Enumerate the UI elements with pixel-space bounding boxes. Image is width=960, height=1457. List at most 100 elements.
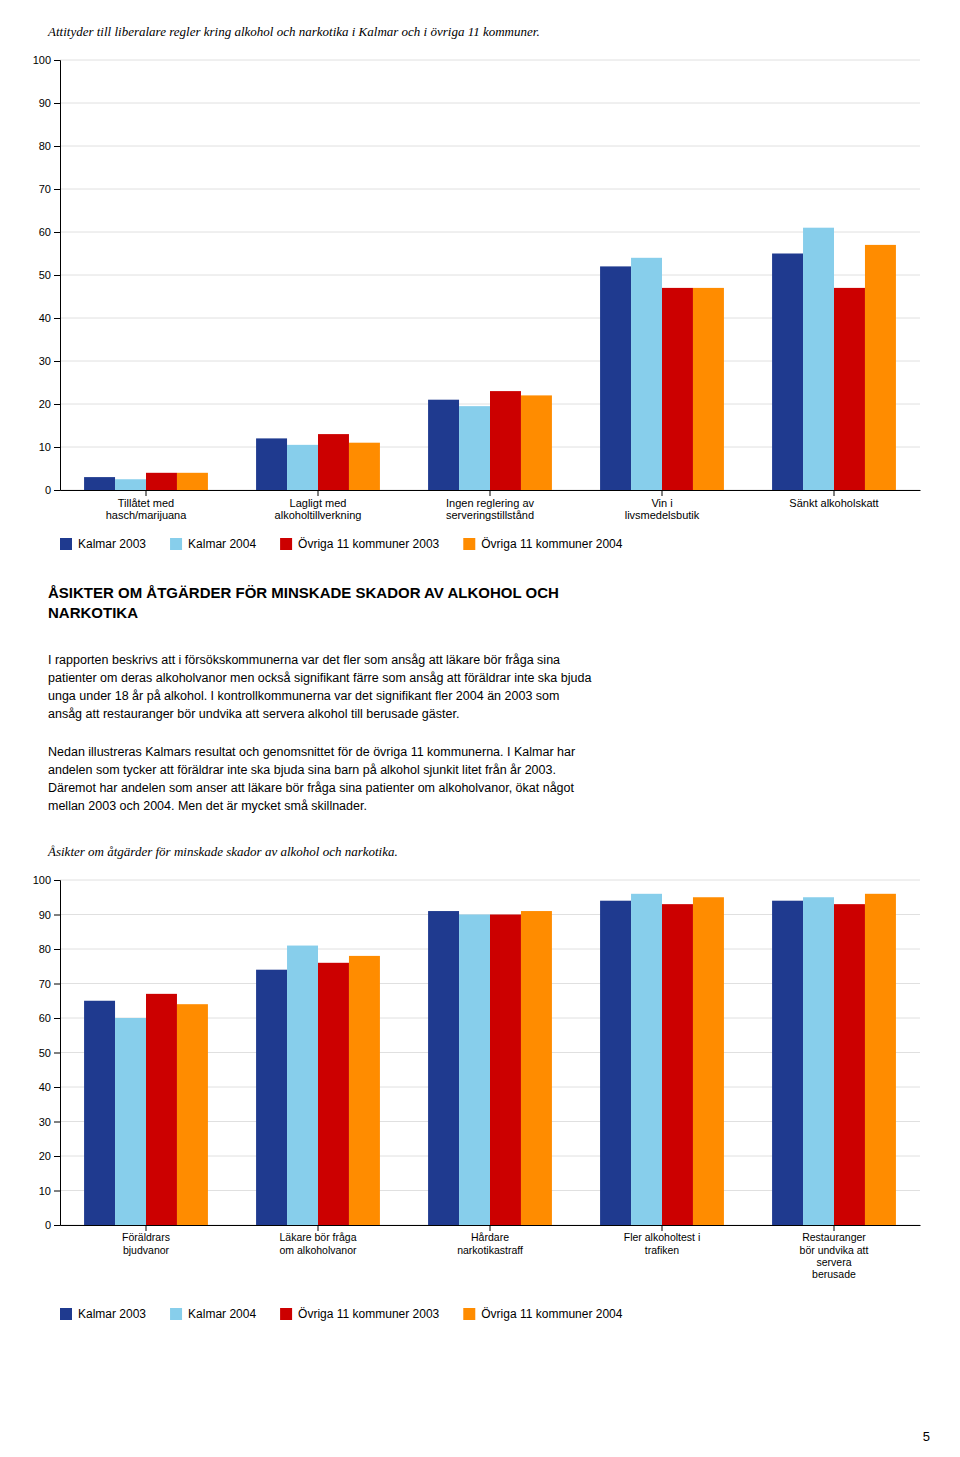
tick-mark: [490, 490, 491, 496]
legend-item: Kalmar 2004: [170, 1307, 256, 1321]
tick: 80: [39, 943, 60, 955]
bar: [318, 434, 349, 490]
bar: [146, 473, 177, 490]
text-line: Föräldrars: [122, 1231, 170, 1243]
tick-mark: [54, 490, 60, 491]
tick-mark: [146, 490, 147, 496]
bar: [600, 901, 631, 1225]
tick: 30: [39, 1116, 60, 1128]
text-line: bör undvika att: [800, 1244, 869, 1256]
tick-label: 70: [39, 978, 51, 990]
tick-label: 10: [39, 1185, 51, 1197]
legend-label: Övriga 11 kommuner 2003: [298, 537, 440, 551]
legend-item: Kalmar 2003: [60, 1307, 146, 1321]
tick-mark: [54, 318, 60, 319]
tick-label: 20: [39, 398, 51, 410]
tick-mark: [146, 1225, 147, 1231]
text-line: Restauranger: [802, 1231, 866, 1243]
tick: 100: [33, 874, 60, 886]
tick-mark: [54, 103, 60, 104]
tick: 80: [39, 140, 60, 152]
tick: Ingen reglering avserveringstillstånd: [446, 490, 535, 521]
tick: 60: [39, 226, 60, 238]
tick-mark: [54, 984, 60, 985]
tick: Vin ilivsmedelsbutik: [625, 490, 700, 521]
subheading: Nedan illustreras Kalmars resultat och g…: [48, 745, 575, 813]
legend-label: Övriga 11 kommuner 2004: [481, 1307, 623, 1321]
tick: Tillåtet medhasch/marijuana: [106, 490, 188, 521]
bar: [600, 266, 631, 490]
tick: 0: [45, 1219, 60, 1231]
tick-label: 60: [39, 1012, 51, 1024]
grid-line: [60, 232, 920, 233]
tick-mark: [54, 880, 60, 881]
tick: 20: [39, 398, 60, 410]
bar: [631, 258, 662, 490]
text-line: livsmedelsbutik: [625, 509, 700, 521]
tick-mark: [662, 1225, 663, 1231]
legend-swatch: [280, 1308, 292, 1320]
x-axis: Föräldrarsbjudvanor Läkare bör frågaom al…: [61, 1225, 921, 1280]
tick-label: 40: [39, 1081, 51, 1093]
bar: [662, 288, 693, 490]
bar: [428, 911, 459, 1225]
bar: [865, 245, 896, 490]
tick: 90: [39, 97, 60, 109]
bar: [256, 438, 287, 490]
body-text: I rapporten beskrivs att i försökskommun…: [48, 653, 591, 721]
legend-label: Kalmar 2003: [78, 537, 146, 551]
tick: 50: [39, 269, 60, 281]
bars: [84, 228, 896, 490]
tick: 40: [39, 1081, 60, 1093]
legend-swatch: [60, 1308, 72, 1320]
bar: [803, 897, 834, 1225]
bar: [287, 445, 318, 490]
grid-line: [60, 146, 920, 147]
text-line: Hårdare: [471, 1231, 509, 1243]
text-line: serveringstillstånd: [446, 509, 534, 521]
tick-label: Hårdarenarkotikastraff: [457, 1231, 523, 1255]
bar: [772, 901, 803, 1225]
tick: Sänkt alkoholskatt: [789, 490, 878, 509]
legend: Kalmar 2003Kalmar 2004Övriga 11 kommuner…: [60, 537, 623, 551]
text-line: om alkoholvanor: [279, 1244, 357, 1256]
chart-title: Åsikter om åtgärder för minskade skador …: [47, 844, 398, 859]
text-line: berusade: [812, 1268, 856, 1280]
tick-label: Tillåtet medhasch/marijuana: [106, 497, 188, 522]
tick: Hårdarenarkotikastraff: [457, 1225, 523, 1256]
bar: [631, 894, 662, 1225]
text-line: Vin i: [651, 497, 672, 509]
tick: Föräldrarsbjudvanor: [122, 1225, 170, 1256]
x-axis: Tillåtet medhasch/marijuanaLagligt medal…: [61, 490, 921, 521]
tick: 70: [39, 183, 60, 195]
bar: [459, 915, 490, 1226]
text-line: Lagligt med: [290, 497, 347, 509]
tick: Fler alkoholtest itrafiken: [624, 1225, 700, 1256]
bar: [693, 288, 724, 490]
tick-mark: [54, 1122, 60, 1123]
tick-mark: [834, 1225, 835, 1231]
tick: Läkare bör frågaom alkoholvanor: [279, 1225, 357, 1256]
bar: [256, 970, 287, 1225]
tick-mark: [54, 1225, 60, 1226]
tick-label: 100: [33, 874, 51, 886]
bar: [349, 956, 380, 1225]
series: [115, 894, 834, 1225]
text-line: unga under 18 år på alkohol. I kontrollk…: [48, 689, 559, 703]
chart-title: Attityder till liberalare regler kring a…: [47, 24, 540, 39]
bar: [115, 479, 146, 490]
bar: [349, 443, 380, 490]
grid-line: [60, 60, 920, 61]
text-line: patienter om deras alkoholvanor men ocks…: [48, 671, 591, 685]
tick-label: Ingen reglering avserveringstillstånd: [446, 497, 535, 522]
tick-mark: [54, 60, 60, 61]
tick-label: 10: [39, 441, 51, 453]
tick-label: 50: [39, 269, 51, 281]
bar: [834, 904, 865, 1225]
tick-mark: [54, 404, 60, 405]
tick: 50: [39, 1047, 60, 1059]
bar: [490, 391, 521, 490]
tick-mark: [54, 1191, 60, 1192]
legend-swatch: [60, 538, 72, 550]
tick-label: 40: [39, 312, 51, 324]
